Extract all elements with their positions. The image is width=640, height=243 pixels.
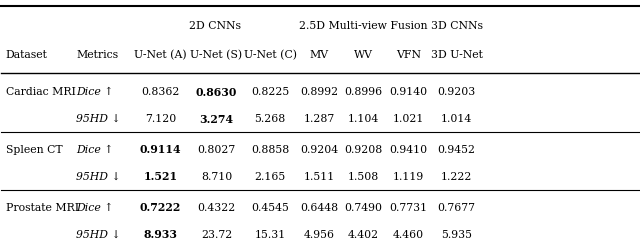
Text: MV: MV xyxy=(310,50,329,60)
Text: 0.4322: 0.4322 xyxy=(197,203,236,213)
Text: 1.021: 1.021 xyxy=(392,114,424,124)
Text: U-Net (S): U-Net (S) xyxy=(191,50,243,60)
Text: 1.511: 1.511 xyxy=(304,172,335,182)
Text: 0.8630: 0.8630 xyxy=(196,87,237,97)
Text: 0.8027: 0.8027 xyxy=(197,145,236,155)
Text: 95HD ↓: 95HD ↓ xyxy=(76,114,121,124)
Text: 3D CNNs: 3D CNNs xyxy=(431,21,483,31)
Text: 1.508: 1.508 xyxy=(348,172,379,182)
Text: 0.8858: 0.8858 xyxy=(251,145,289,155)
Text: 0.9140: 0.9140 xyxy=(389,87,427,97)
Text: 0.7222: 0.7222 xyxy=(140,202,181,213)
Text: 0.9452: 0.9452 xyxy=(438,145,476,155)
Text: WV: WV xyxy=(354,50,373,60)
Text: 95HD ↓: 95HD ↓ xyxy=(76,230,121,240)
Text: 2.165: 2.165 xyxy=(255,172,286,182)
Text: 1.119: 1.119 xyxy=(392,172,424,182)
Text: Cardiac MRI: Cardiac MRI xyxy=(6,87,76,97)
Text: 0.8225: 0.8225 xyxy=(251,87,289,97)
Text: 0.9203: 0.9203 xyxy=(438,87,476,97)
Text: 2D CNNs: 2D CNNs xyxy=(189,21,241,31)
Text: 4.956: 4.956 xyxy=(304,230,335,240)
Text: 5.268: 5.268 xyxy=(255,114,286,124)
Text: 7.120: 7.120 xyxy=(145,114,176,124)
Text: Dice ↑: Dice ↑ xyxy=(76,203,113,213)
Text: Dice ↑: Dice ↑ xyxy=(76,87,113,97)
Text: 3D U-Net: 3D U-Net xyxy=(431,50,483,60)
Text: Prostate MRI: Prostate MRI xyxy=(6,203,79,213)
Text: 0.8992: 0.8992 xyxy=(300,87,339,97)
Text: 0.7490: 0.7490 xyxy=(344,203,383,213)
Text: 0.9114: 0.9114 xyxy=(140,144,181,155)
Text: VFN: VFN xyxy=(396,50,420,60)
Text: Metrics: Metrics xyxy=(76,50,118,60)
Text: U-Net (A): U-Net (A) xyxy=(134,50,187,60)
Text: 23.72: 23.72 xyxy=(201,230,232,240)
Text: 2.5D Multi-view Fusion: 2.5D Multi-view Fusion xyxy=(300,21,428,31)
Text: 1.014: 1.014 xyxy=(441,114,472,124)
Text: 15.31: 15.31 xyxy=(255,230,286,240)
Text: 5.935: 5.935 xyxy=(441,230,472,240)
Text: 1.287: 1.287 xyxy=(304,114,335,124)
Text: 1.104: 1.104 xyxy=(348,114,379,124)
Text: 8.933: 8.933 xyxy=(143,229,177,240)
Text: 4.402: 4.402 xyxy=(348,230,379,240)
Text: 0.9204: 0.9204 xyxy=(300,145,339,155)
Text: 0.6448: 0.6448 xyxy=(300,203,339,213)
Text: 0.4545: 0.4545 xyxy=(252,203,289,213)
Text: 0.7731: 0.7731 xyxy=(389,203,427,213)
Text: U-Net (C): U-Net (C) xyxy=(244,50,297,60)
Text: 1.222: 1.222 xyxy=(441,172,472,182)
Text: 8.710: 8.710 xyxy=(201,172,232,182)
Text: Spleen CT: Spleen CT xyxy=(6,145,63,155)
Text: Dataset: Dataset xyxy=(6,50,47,60)
Text: 0.9410: 0.9410 xyxy=(389,145,427,155)
Text: 0.8996: 0.8996 xyxy=(344,87,383,97)
Text: 3.274: 3.274 xyxy=(200,113,234,125)
Text: 0.9208: 0.9208 xyxy=(344,145,383,155)
Text: Dice ↑: Dice ↑ xyxy=(76,145,113,155)
Text: 0.8362: 0.8362 xyxy=(141,87,180,97)
Text: 95HD ↓: 95HD ↓ xyxy=(76,172,121,182)
Text: 1.521: 1.521 xyxy=(143,171,177,182)
Text: 4.460: 4.460 xyxy=(392,230,424,240)
Text: 0.7677: 0.7677 xyxy=(438,203,476,213)
